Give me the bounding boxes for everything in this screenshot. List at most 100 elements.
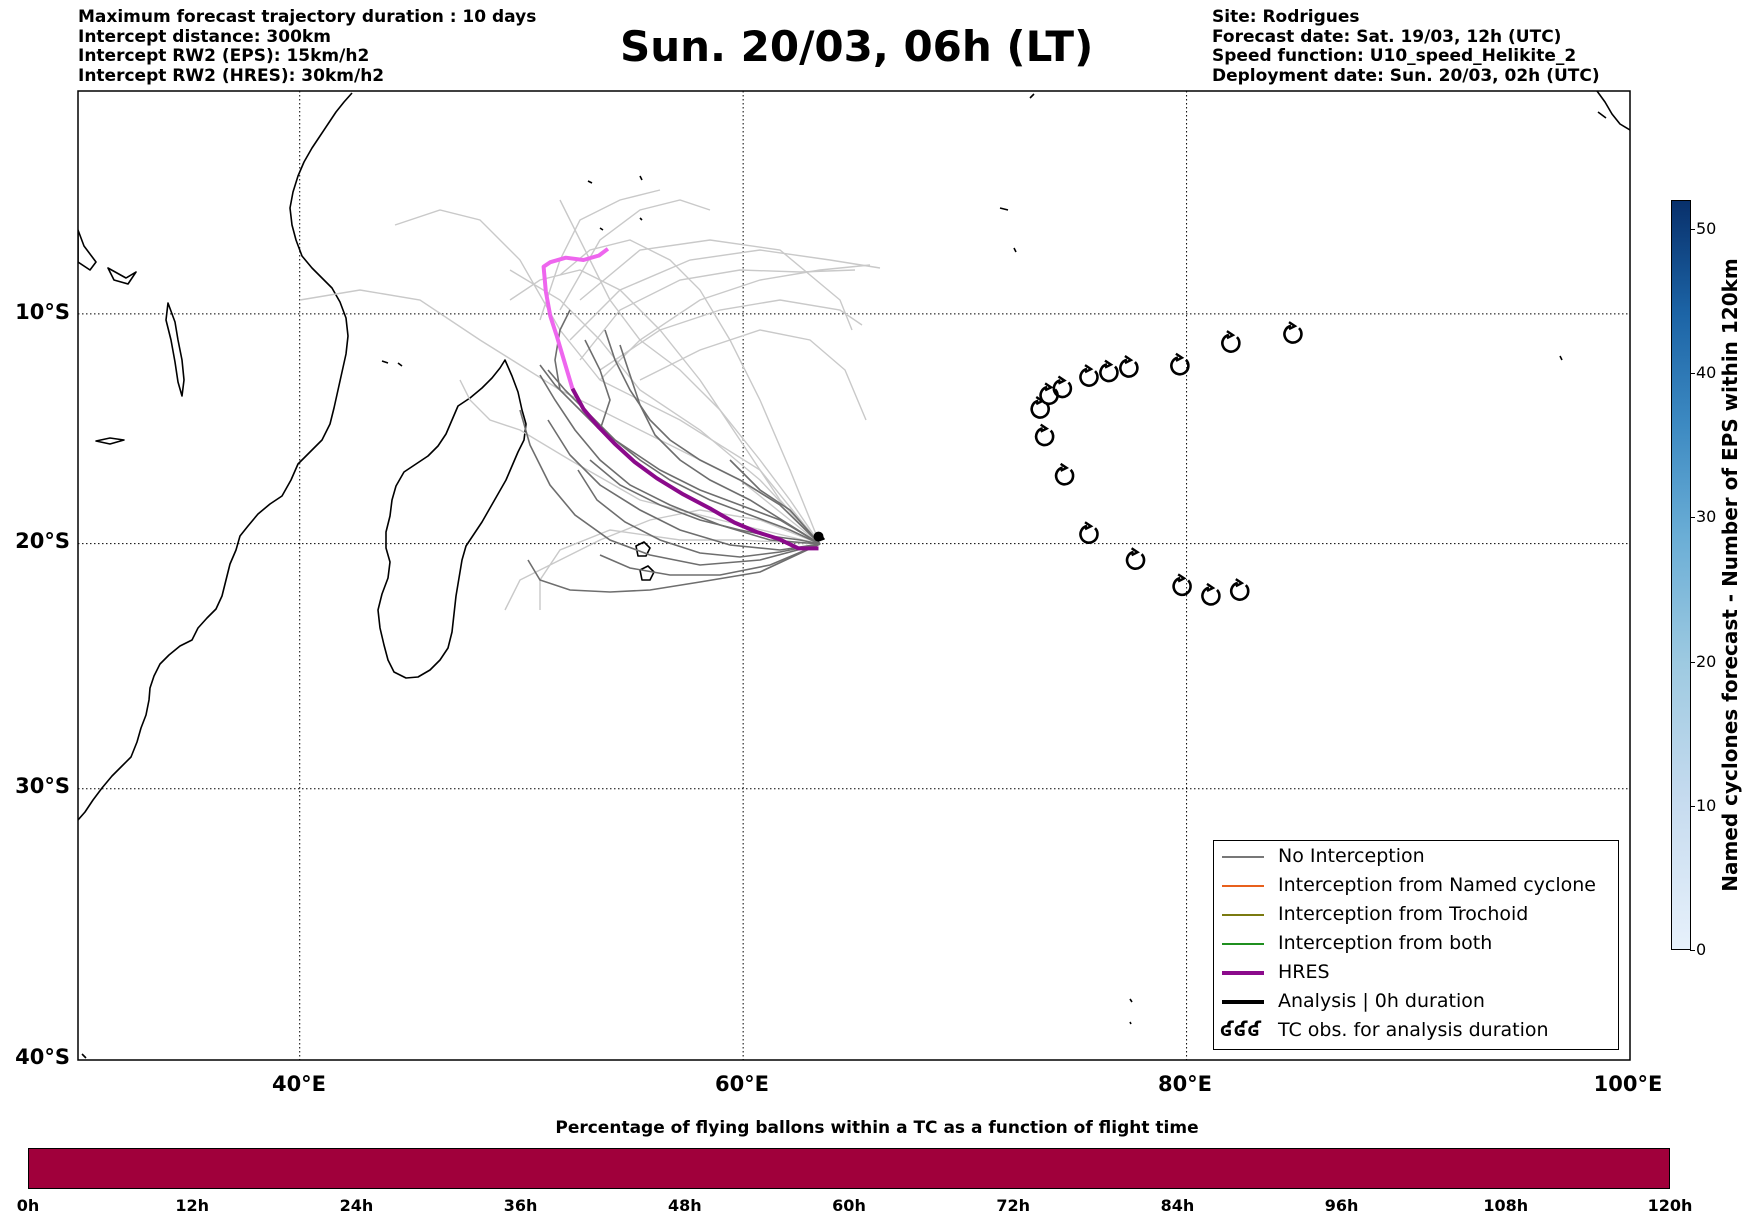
legend: No Interception Interception from Named … <box>1213 840 1619 1050</box>
eps-track-light <box>509 269 821 545</box>
eps-tracks-dark <box>519 309 821 593</box>
eps-track-light <box>599 264 871 381</box>
legend-swatch <box>1222 971 1264 975</box>
tc-obs-symbol-icon <box>1054 462 1075 486</box>
tc-obs-symbol-icon <box>1201 582 1221 606</box>
flight-time-colorbar-tick: 36h <box>503 1196 538 1215</box>
cyclone-colorbar-tick-mark <box>1690 805 1695 807</box>
legend-label: TC obs. for analysis duration <box>1278 1019 1549 1041</box>
eps-track-light <box>559 199 821 545</box>
coast-small-isles <box>81 355 1563 1059</box>
tc-obs-symbol-icon <box>1099 359 1119 383</box>
coast-madagascar <box>377 359 527 679</box>
legend-swatch <box>1222 1000 1264 1004</box>
cyclone-colorbar-tick: 50 <box>1696 218 1717 238</box>
cyclone-colorbar-tick: 10 <box>1696 795 1717 815</box>
eps-track-light <box>579 239 853 331</box>
tc-obs-symbol-icon <box>1170 352 1190 376</box>
legend-tc-symbol-icon: ʛʛʛ <box>1220 1017 1262 1041</box>
flight-time-colorbar-title: Percentage of flying ballons within a TC… <box>555 1118 1199 1138</box>
legend-swatch <box>1222 885 1264 887</box>
flight-time-colorbar-tick: 24h <box>339 1196 374 1215</box>
lon-label: 80°E <box>1157 1072 1213 1096</box>
legend-label: Interception from Named cyclone <box>1278 874 1596 896</box>
eps-track-dark <box>584 339 611 431</box>
cyclone-colorbar-tick-mark <box>1690 228 1695 230</box>
coast-seychelles <box>587 175 643 231</box>
flight-time-colorbar-tick: 0h <box>16 1196 40 1215</box>
eps-track-dark <box>619 344 821 545</box>
cyclone-colorbar-tick-mark <box>1690 661 1695 663</box>
lon-label: 60°E <box>714 1072 770 1096</box>
flight-time-colorbar-tick: 72h <box>996 1196 1031 1215</box>
tc-obs-symbol-icon <box>1052 375 1073 399</box>
tc-obs-symbol-icon <box>1030 396 1050 419</box>
header-intercept-distance: Intercept distance: 300km <box>78 26 331 47</box>
header-forecast-date: Forecast date: Sat. 19/03, 12h (UTC) <box>1212 26 1562 47</box>
eps-track-dark <box>519 409 821 566</box>
eps-track-dark <box>729 459 821 545</box>
header-site: Site: Rodrigues <box>1212 7 1360 27</box>
header-speed-function: Speed function: U10_speed_Helikite_2 <box>1212 46 1577 66</box>
eps-track-dark <box>577 469 821 558</box>
cyclone-colorbar-tick: 40 <box>1696 363 1717 383</box>
cyclone-colorbar-tick: 30 <box>1696 507 1717 527</box>
site-marker <box>813 531 824 542</box>
legend-swatch <box>1222 943 1264 945</box>
legend-item-trochoid: Interception from Trochoid <box>1214 901 1618 930</box>
flight-time-colorbar-tick: 96h <box>1324 1196 1359 1215</box>
eps-track-dark <box>604 329 821 545</box>
eps-track-light <box>459 379 821 545</box>
lon-label: 40°E <box>271 1072 327 1096</box>
eps-track-light <box>569 249 881 341</box>
flight-time-colorbar-tick: 108h <box>1483 1196 1529 1215</box>
eps-track-dark <box>527 543 821 593</box>
legend-item-no-interception: No Interception <box>1214 843 1618 872</box>
header-intercept-hres: Intercept RW2 (HRES): 30km/h2 <box>78 65 385 86</box>
lat-label: 30°S <box>15 774 70 798</box>
legend-label: HRES <box>1278 961 1330 983</box>
tc-obs-symbol-icon <box>1283 321 1303 344</box>
legend-item-tc-obs: ʛʛʛ TC obs. for analysis duration <box>1214 1017 1618 1046</box>
eps-track-dark <box>539 374 821 545</box>
flight-time-colorbar-tick: 12h <box>175 1196 210 1215</box>
eps-track-dark <box>547 419 821 551</box>
coast-reunion <box>639 565 655 581</box>
tc-obs-symbol-icon <box>1125 547 1146 570</box>
coast-lake-kariba <box>95 437 125 445</box>
tc-obs-symbol-icon <box>1172 573 1192 597</box>
cyclone-colorbar-tick: 0 <box>1696 940 1707 959</box>
eps-track-light <box>559 239 821 545</box>
coast-africa <box>78 92 353 821</box>
lat-label: 20°S <box>15 529 70 553</box>
hres-track <box>570 387 819 551</box>
flight-time-colorbar-tick: 84h <box>1160 1196 1195 1215</box>
legend-item-hres: HRES <box>1214 959 1618 988</box>
lon-label: 100°E <box>1593 1072 1663 1096</box>
flight-time-colorbar-tick: 60h <box>832 1196 866 1215</box>
tc-obs-symbol-icon <box>1079 521 1099 544</box>
cyclone-colorbar-tick: 20 <box>1696 651 1717 671</box>
hres-tracks <box>541 247 819 551</box>
legend-label: Interception from both <box>1278 932 1493 954</box>
tc-observations <box>1030 321 1303 606</box>
eps-track-light <box>539 189 661 321</box>
legend-swatch <box>1222 856 1264 858</box>
cyclone-colorbar-label: Named cyclones forecast - Number of EPS … <box>1718 258 1742 892</box>
flight-time-colorbar-tick: 120h <box>1647 1196 1693 1215</box>
header-left-info: Maximum forecast trajectory duration : 1… <box>78 7 537 86</box>
coast-chagos <box>999 93 1035 253</box>
hres-track-late <box>541 247 610 390</box>
cyclone-colorbar-tick-mark <box>1690 517 1695 519</box>
eps-track-dark <box>547 369 821 545</box>
header-max-duration: Maximum forecast trajectory duration : 1… <box>78 7 537 27</box>
coast-lake-victoria <box>78 229 97 271</box>
eps-track-dark <box>539 364 821 545</box>
coast-mauritius <box>635 541 651 557</box>
tc-obs-symbol-icon <box>1229 578 1250 601</box>
coast-lake-tanganyika <box>107 267 137 285</box>
flight-time-colorbar-tick: 48h <box>667 1196 702 1215</box>
header-right-info: Site: Rodrigues Forecast date: Sat. 19/0… <box>1212 7 1600 86</box>
coastlines <box>78 91 1630 1059</box>
cyclone-colorbar-tick-mark <box>1690 950 1695 951</box>
